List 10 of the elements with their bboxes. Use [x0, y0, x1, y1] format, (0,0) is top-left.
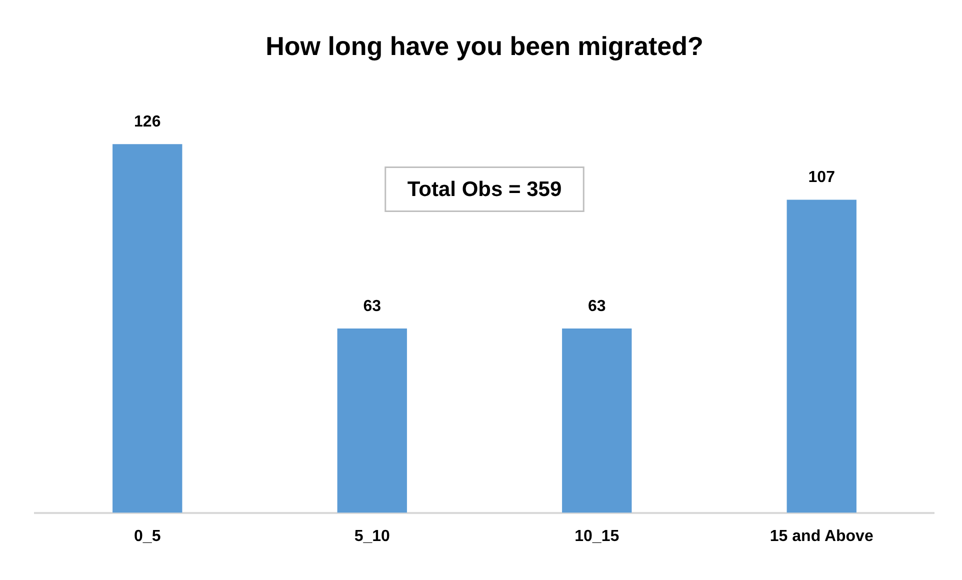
data-label: 63	[363, 298, 382, 315]
data-label: 63	[588, 298, 606, 315]
x-tick-label: 15 and Above	[770, 528, 874, 545]
x-tick-label: 0_5	[134, 528, 161, 545]
data-label: 126	[134, 114, 161, 131]
annotation: Total Obs = 359	[407, 178, 562, 201]
x-tick-label: 10_15	[574, 528, 620, 545]
data-label: 107	[808, 169, 836, 186]
chart-title: How long have you been migrated?	[266, 30, 704, 61]
x-tick-label: 5_10	[354, 528, 390, 545]
